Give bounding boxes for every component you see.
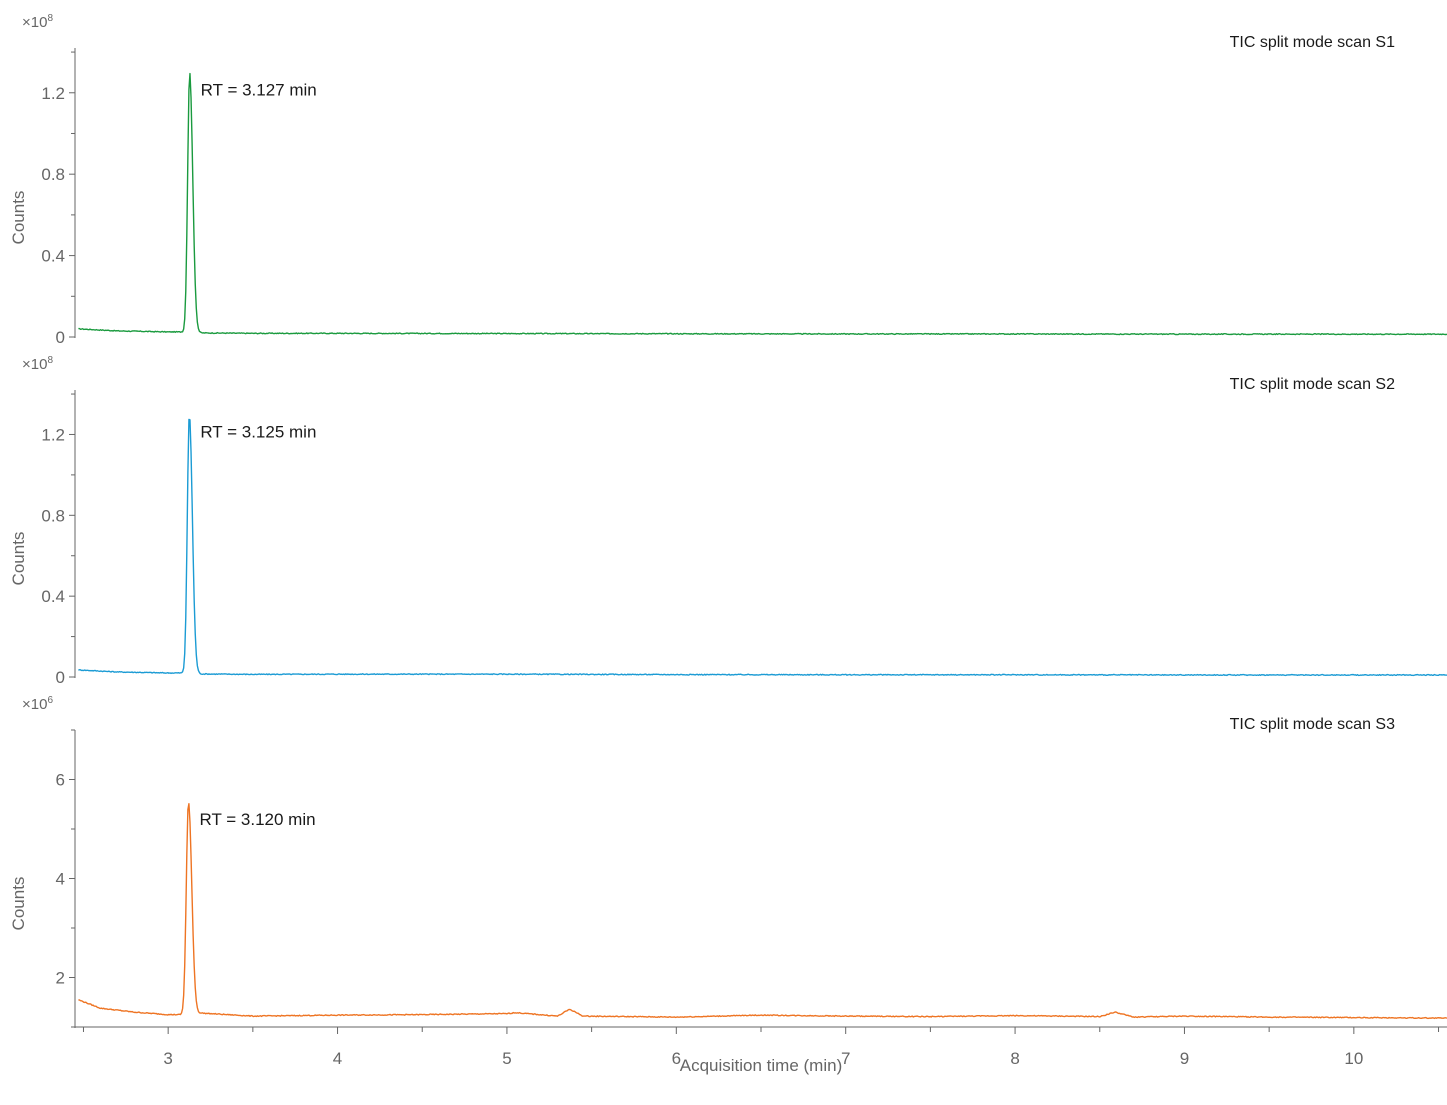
panel-3: 2 4 6 ×106 Counts TIC split mode scan S3 RT = … (9, 695, 1447, 1028)
y-multiplier-label: ×106 (22, 695, 53, 713)
y-tick-label: 0 (56, 328, 65, 347)
y-tick-label: 1.2 (41, 84, 65, 103)
x-tick-label: 4 (333, 1049, 342, 1068)
series-line (78, 72, 1447, 336)
peak-rt-label: RT = 3.125 min (200, 422, 316, 441)
y-tick-label: 0.4 (41, 587, 65, 606)
y-multiplier-label: ×108 (22, 13, 53, 31)
x-tick-label: 7 (841, 1049, 850, 1068)
x-tick-label: 5 (502, 1049, 511, 1068)
series-line (78, 418, 1447, 677)
x-axis: 3 4 5 6 7 8 9 10 Acquisition time (min) (75, 1026, 1447, 1075)
y-tick-label: 2 (56, 969, 65, 988)
y-tick-label: 6 (56, 771, 65, 790)
x-tick-label: 9 (1180, 1049, 1189, 1068)
peak-rt-label: RT = 3.127 min (201, 80, 317, 99)
x-tick-label: 3 (163, 1049, 172, 1068)
series-line (78, 803, 1447, 1020)
series-title: TIC split mode scan S3 (1230, 716, 1396, 733)
y-axis-title: Counts (9, 532, 28, 586)
y-axis-title: Counts (9, 877, 28, 931)
y-tick-label: 0.8 (41, 506, 65, 525)
y-axis-title: Counts (9, 191, 28, 245)
y-tick-label: 0.8 (41, 165, 65, 184)
x-tick-label: 10 (1344, 1049, 1363, 1068)
y-tick-label: 1.2 (41, 425, 65, 444)
series-title: TIC split mode scan S1 (1230, 34, 1396, 51)
y-multiplier-label: ×108 (22, 355, 53, 373)
x-tick-label: 8 (1010, 1049, 1019, 1068)
panel-1: 0 0.4 0.8 1.2 ×108 Counts TIC split mode scan … (9, 13, 1447, 347)
y-tick-label: 0.4 (41, 247, 65, 266)
peak-rt-label: RT = 3.120 min (199, 810, 315, 829)
series-title: TIC split mode scan S2 (1230, 376, 1396, 393)
panel-2: 0 0.4 0.8 1.2 ×108 Counts TIC split mode scan … (9, 355, 1447, 687)
x-tick-label: 6 (672, 1049, 681, 1068)
x-axis-title: Acquisition time (min) (680, 1056, 843, 1075)
y-tick-label: 4 (56, 870, 65, 889)
y-tick-label: 0 (56, 668, 65, 687)
